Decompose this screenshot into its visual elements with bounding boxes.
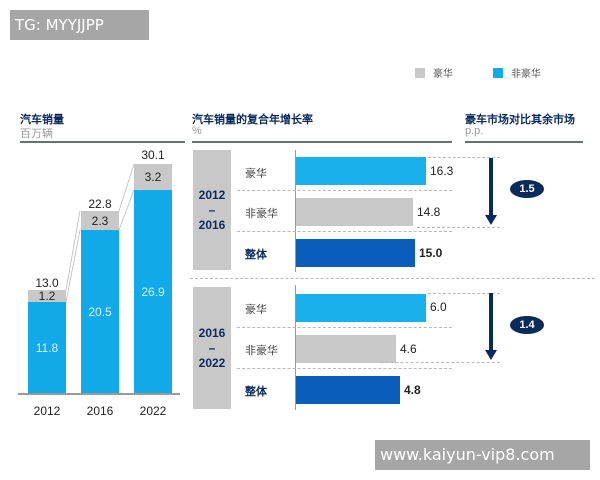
legend-label: 豪华 xyxy=(433,69,453,80)
cagr-value: 14.8 xyxy=(417,205,441,219)
period-start: 2016 xyxy=(198,325,226,340)
legend-label: 非豪华 xyxy=(511,69,541,80)
arrow-down-icon xyxy=(489,158,493,216)
bar-segment-non-luxury: 26.9 xyxy=(134,190,172,393)
arrow-head-icon xyxy=(485,215,497,225)
cagr-title: 汽车销量的复合年增长率 xyxy=(192,113,313,126)
period-dash: – xyxy=(208,202,216,217)
legend-item-luxury: 豪华 xyxy=(415,65,453,80)
cagr-value: 6.0 xyxy=(430,300,447,314)
period-label: 2012 – 2016 xyxy=(193,150,231,270)
cagr-bar-overall xyxy=(296,239,415,267)
x-axis xyxy=(18,393,180,395)
legend-swatch-non-luxury xyxy=(493,67,503,78)
gap-guide-bottom xyxy=(380,362,500,363)
gap-guide-bottom xyxy=(417,227,500,228)
gap-guide-top xyxy=(428,157,500,158)
row-label-luxury: 豪华 xyxy=(245,303,267,316)
bar-total: 13.0 xyxy=(35,276,59,290)
arrow-down-icon xyxy=(489,293,493,351)
row-divider xyxy=(237,327,452,328)
cagr-axis xyxy=(295,150,296,272)
row-label-overall: 整体 xyxy=(245,385,267,398)
legend-item-non-luxury: 非豪华 xyxy=(493,65,541,80)
bar-segment-luxury: 3.2 xyxy=(134,164,172,190)
gap-badge: 1.5 xyxy=(510,180,544,198)
row-divider xyxy=(237,190,452,191)
x-tick: 2016 xyxy=(86,404,114,418)
bar-segment-non-luxury: 20.5 xyxy=(81,230,119,393)
cagr-bar-overall xyxy=(296,376,400,404)
row-label-luxury: 豪华 xyxy=(245,167,267,180)
cagr-unit: % xyxy=(192,125,202,137)
cagr-value: 16.3 xyxy=(430,164,454,178)
bar-segment-luxury: 1.2 xyxy=(28,289,66,303)
x-tick: 2022 xyxy=(139,404,167,418)
cagr-value: 15.0 xyxy=(419,246,443,260)
watermark-bottom: www.kaiyun-vip8.com xyxy=(375,440,590,470)
gap-guide-top xyxy=(428,293,500,294)
group-divider xyxy=(190,278,595,279)
gap-unit: p.p. xyxy=(465,125,484,137)
legend-swatch-luxury xyxy=(415,67,425,78)
cagr-bar-non-luxury xyxy=(296,335,396,363)
period-end: 2016 xyxy=(198,217,226,232)
cagr-bar-non-luxury xyxy=(296,198,413,226)
period-end: 2022 xyxy=(198,355,226,370)
gap-title: 豪车市场对比其余市场 xyxy=(465,113,575,126)
row-label-non-luxury: 非豪华 xyxy=(245,344,278,357)
bar-segment-non-luxury: 11.8 xyxy=(28,302,66,393)
period-start: 2012 xyxy=(198,187,226,202)
arrow-head-icon xyxy=(485,350,497,360)
x-tick: 2012 xyxy=(33,404,61,418)
period-dash: – xyxy=(208,340,216,355)
sales-unit: 百万辆 xyxy=(20,128,53,140)
cagr-bar-luxury xyxy=(296,294,426,322)
sales-divider xyxy=(20,141,185,143)
cagr-divider xyxy=(192,141,452,143)
bar-total: 22.8 xyxy=(88,197,112,211)
gap-badge: 1.4 xyxy=(510,316,544,334)
watermark-top: TG: MYYJJPP xyxy=(10,10,149,40)
row-divider xyxy=(237,368,452,369)
bar-segment-luxury: 2.3 xyxy=(81,211,119,230)
bar-total: 30.1 xyxy=(141,148,165,162)
period-label: 2016 – 2022 xyxy=(193,287,231,409)
cagr-bar-luxury xyxy=(296,157,426,185)
row-label-non-luxury: 非豪华 xyxy=(245,207,278,220)
sales-title: 汽车销量 xyxy=(20,113,64,126)
gap-divider xyxy=(465,141,583,143)
row-label-overall: 整体 xyxy=(245,248,267,261)
cagr-axis xyxy=(295,285,296,410)
cagr-value: 4.6 xyxy=(400,342,417,356)
cagr-value: 4.8 xyxy=(404,383,421,397)
row-divider xyxy=(237,231,452,232)
